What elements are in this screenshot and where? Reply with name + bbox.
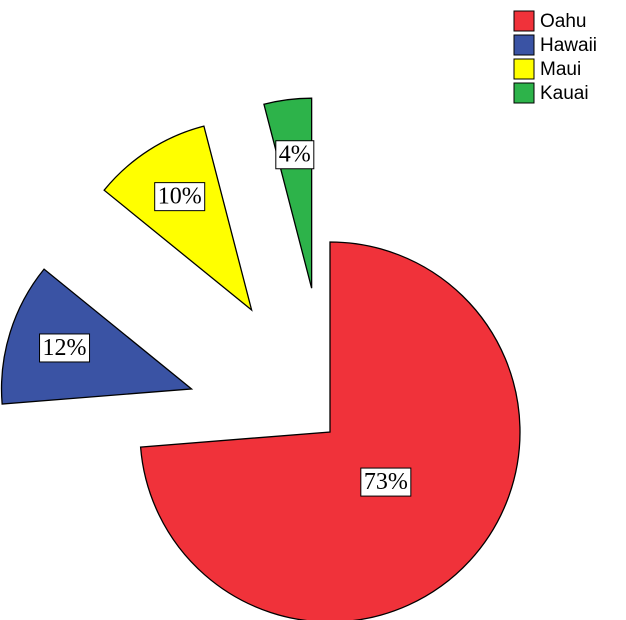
legend-swatch [513, 58, 535, 80]
data-label: 73% [360, 467, 412, 497]
data-label: 10% [154, 182, 206, 212]
label-text: 10% [158, 184, 202, 210]
pie-slice [139, 241, 521, 620]
label-box [154, 182, 206, 212]
pie-slice [103, 125, 253, 312]
data-label: 12% [39, 333, 91, 363]
label-box [39, 333, 91, 363]
label-box [360, 467, 412, 497]
legend-swatch [513, 10, 535, 32]
pie-slice [0, 268, 194, 405]
legend-label: Oahu [540, 11, 586, 32]
label-text: 73% [364, 469, 408, 495]
legend-swatch [513, 82, 535, 104]
data-label: 4% [275, 140, 315, 170]
label-text: 4% [279, 142, 311, 168]
legend-swatch [513, 34, 535, 56]
legend-label: Kauai [540, 83, 589, 104]
pie-slice [263, 97, 313, 289]
label-text: 12% [43, 335, 87, 361]
legend-label: Hawaii [540, 35, 597, 56]
label-box [275, 140, 315, 170]
legend-label: Maui [540, 59, 581, 80]
